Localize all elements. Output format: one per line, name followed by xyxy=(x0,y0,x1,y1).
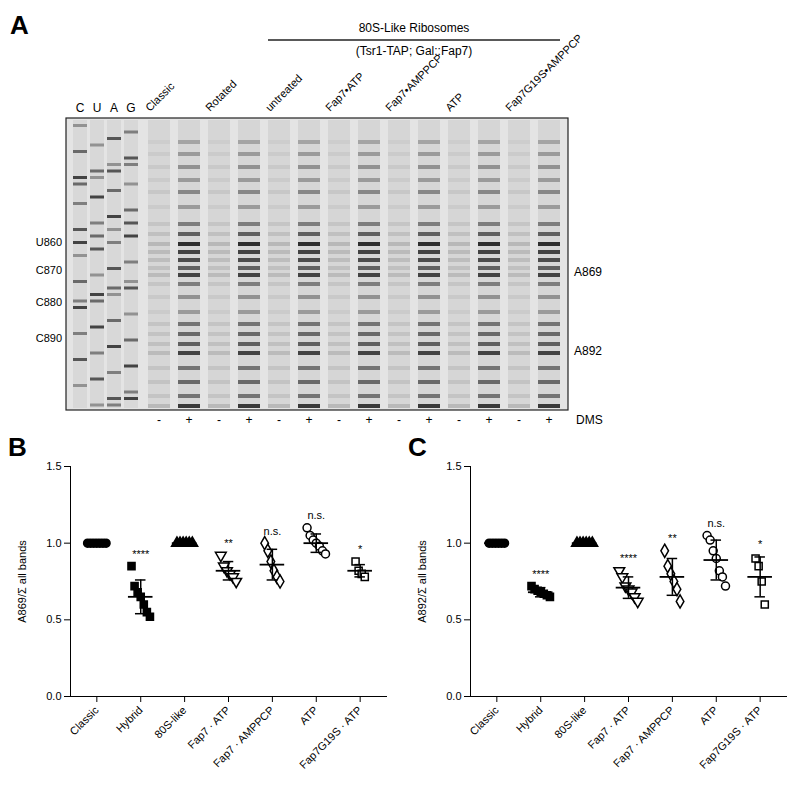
svg-text:U860: U860 xyxy=(36,236,62,248)
svg-text:A: A xyxy=(110,101,118,115)
svg-text:0.0: 0.0 xyxy=(46,690,61,702)
svg-text:(Tsr1-TAP; Gal::Fap7): (Tsr1-TAP; Gal::Fap7) xyxy=(356,44,472,58)
svg-text:A892: A892 xyxy=(574,344,602,358)
svg-text:****: **** xyxy=(132,548,150,560)
svg-text:C870: C870 xyxy=(36,264,62,276)
svg-text:Hybrid: Hybrid xyxy=(114,704,145,735)
svg-text:Fap7G19S · ATP: Fap7G19S · ATP xyxy=(297,704,364,771)
svg-text:ATP: ATP xyxy=(297,704,320,727)
svg-text:Fap7 · ATP: Fap7 · ATP xyxy=(585,704,632,751)
svg-text:DMS: DMS xyxy=(576,413,603,427)
svg-text:Fap7•AMPPCP: Fap7•AMPPCP xyxy=(383,52,445,114)
svg-text:A869: A869 xyxy=(574,265,602,279)
svg-text:C: C xyxy=(76,101,85,115)
html-text:C: C xyxy=(408,432,427,462)
svg-text:Fap7 · AMPPCP: Fap7 · AMPPCP xyxy=(211,704,277,770)
svg-text:U: U xyxy=(93,101,102,115)
svg-text:**: ** xyxy=(224,537,233,549)
svg-text:1.5: 1.5 xyxy=(46,460,61,472)
svg-text:A869/Σ all bands: A869/Σ all bands xyxy=(16,540,28,623)
svg-text:1.0: 1.0 xyxy=(46,537,61,549)
svg-text:****: **** xyxy=(620,552,638,564)
svg-text:-: - xyxy=(517,413,521,427)
svg-text:80S-like: 80S-like xyxy=(552,704,589,741)
svg-text:0.0: 0.0 xyxy=(446,690,461,702)
svg-text:Fap7 · AMPPCP: Fap7 · AMPPCP xyxy=(611,704,677,770)
svg-text:****: **** xyxy=(532,568,550,580)
svg-text:+: + xyxy=(365,413,372,427)
svg-text:C880: C880 xyxy=(36,296,62,308)
svg-text:Classic: Classic xyxy=(467,703,501,737)
svg-text:ATP: ATP xyxy=(697,704,720,727)
svg-text:*: * xyxy=(758,538,763,550)
svg-text:Fap7•ATP: Fap7•ATP xyxy=(323,70,366,113)
svg-text:+: + xyxy=(485,413,492,427)
svg-text:C890: C890 xyxy=(36,332,62,344)
svg-text:+: + xyxy=(425,413,432,427)
svg-text:-: - xyxy=(157,413,161,427)
svg-text:A: A xyxy=(10,10,29,40)
svg-text:Fap7 · ATP: Fap7 · ATP xyxy=(185,704,232,751)
svg-text:Fap7G19S•AMPPCP: Fap7G19S•AMPPCP xyxy=(503,32,585,114)
svg-text:Rotated: Rotated xyxy=(203,78,239,114)
svg-text:*: * xyxy=(358,543,363,555)
svg-text:+: + xyxy=(245,413,252,427)
svg-text:Fap7G19S · ATP: Fap7G19S · ATP xyxy=(697,704,764,771)
svg-text:1.0: 1.0 xyxy=(446,537,461,549)
svg-text:-: - xyxy=(277,413,281,427)
svg-text:untreated: untreated xyxy=(263,72,304,113)
svg-text:n.s.: n.s. xyxy=(264,525,282,537)
svg-text:n.s.: n.s. xyxy=(707,517,725,529)
svg-text:ATP: ATP xyxy=(443,90,466,113)
svg-text:0.5: 0.5 xyxy=(446,613,461,625)
svg-text:-: - xyxy=(397,413,401,427)
svg-text:0.5: 0.5 xyxy=(46,613,61,625)
svg-text:Classic: Classic xyxy=(143,80,177,114)
svg-text:+: + xyxy=(545,413,552,427)
svg-text:Classic: Classic xyxy=(67,703,101,737)
svg-text:-: - xyxy=(457,413,461,427)
svg-text:-: - xyxy=(217,413,221,427)
svg-text:A892/Σ all bands: A892/Σ all bands xyxy=(416,540,428,623)
svg-text:80S-like: 80S-like xyxy=(152,704,189,741)
svg-text:+: + xyxy=(305,413,312,427)
svg-text:+: + xyxy=(185,413,192,427)
svg-text:80S-Like Ribosomes: 80S-Like Ribosomes xyxy=(359,21,470,35)
svg-text:1.5: 1.5 xyxy=(446,460,461,472)
html-text:B: B xyxy=(8,432,27,462)
svg-text:Hybrid: Hybrid xyxy=(514,704,545,735)
svg-text:G: G xyxy=(126,101,135,115)
svg-text:n.s.: n.s. xyxy=(307,509,325,521)
svg-text:**: ** xyxy=(668,532,677,544)
svg-text:-: - xyxy=(337,413,341,427)
